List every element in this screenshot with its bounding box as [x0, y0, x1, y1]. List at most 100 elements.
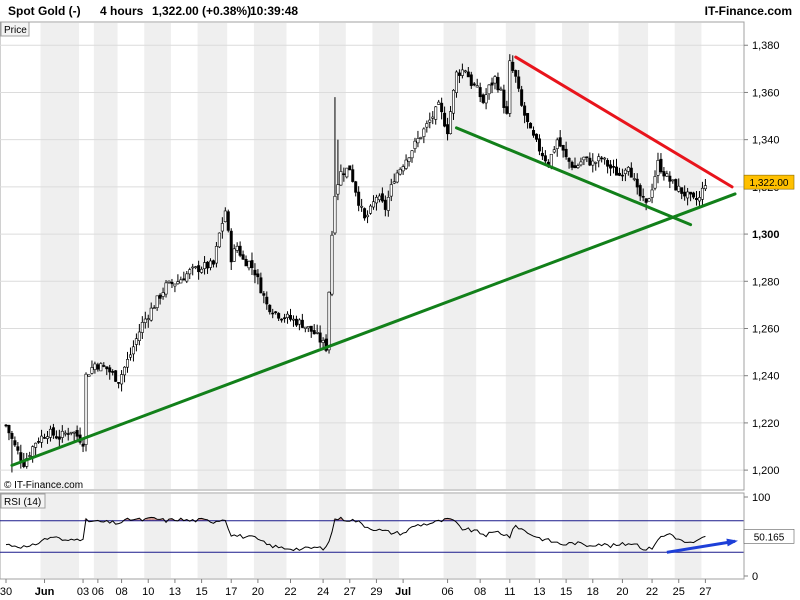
candle-body	[235, 245, 239, 251]
candle-body	[134, 338, 138, 345]
candle-body	[697, 197, 701, 202]
rsi-line	[5, 516, 706, 552]
candle-body	[194, 266, 198, 268]
candle-body	[460, 69, 464, 76]
candle-body	[472, 83, 476, 86]
grid-band	[562, 494, 589, 578]
candle-body	[478, 87, 482, 98]
candle-body	[54, 436, 58, 439]
candle-body	[93, 363, 97, 370]
candle-body	[552, 149, 556, 153]
candle-body	[31, 446, 35, 457]
candle-body	[451, 89, 455, 114]
candle-body	[57, 436, 61, 440]
rsi-grid-bands	[40, 494, 702, 578]
candle-body	[238, 245, 242, 256]
candle-body	[143, 318, 147, 323]
candle-body	[594, 162, 598, 164]
candle-body	[342, 173, 346, 176]
candle-body	[105, 366, 109, 370]
rsi-last-value-marker: 50.165	[743, 529, 795, 544]
candle-body	[496, 77, 500, 91]
x-tick-label: 22	[284, 586, 296, 598]
candle-body	[454, 71, 458, 93]
candle-body	[19, 452, 23, 461]
candle-body	[146, 318, 150, 320]
candle-body	[395, 172, 399, 183]
resistance-trendline	[514, 55, 734, 189]
candle-body	[537, 138, 541, 152]
rsi-overbought-segment	[195, 518, 199, 521]
x-tick-label: 10	[142, 586, 154, 598]
candle-body	[600, 157, 604, 160]
candle-body	[493, 76, 497, 84]
candle-body	[170, 281, 174, 285]
candle-body	[517, 76, 521, 89]
rsi-last-value-label: 50.165	[754, 532, 785, 543]
grid-band	[197, 23, 228, 489]
candle-body	[72, 431, 76, 434]
candle-body	[63, 432, 67, 435]
candle-body	[638, 185, 642, 197]
candle-body	[360, 205, 364, 208]
candle-body	[700, 187, 704, 200]
candle-body	[4, 424, 8, 427]
candle-body	[318, 332, 322, 343]
candle-body	[123, 366, 127, 376]
candle-body	[603, 157, 607, 160]
candle-body	[114, 370, 118, 382]
candle-body	[404, 159, 408, 169]
rsi-divergence-line	[666, 538, 738, 554]
price-tick-label: 1,380	[752, 40, 780, 52]
candle-body	[591, 160, 595, 166]
candle-body	[609, 164, 613, 169]
header-bar	[0, 0, 800, 21]
grid-band	[40, 23, 80, 489]
candle-body	[369, 205, 373, 214]
x-tick-label: 27	[699, 586, 711, 598]
rsi-axis: 050100 50.165	[743, 492, 795, 583]
x-tick-label: 06	[441, 586, 453, 598]
candle-body	[149, 307, 153, 321]
x-tick-label: 08	[115, 586, 127, 598]
brand-label: IT-Finance.com	[705, 4, 792, 18]
candle-body	[582, 156, 586, 161]
x-tick-label: 15	[195, 586, 207, 598]
candle-body	[484, 94, 488, 104]
price-tick-label: 1,280	[752, 276, 780, 288]
price-grid-lines	[0, 44, 744, 471]
candle-body	[84, 373, 88, 445]
x-tick-label: Jul	[395, 586, 411, 598]
candle-body	[644, 198, 648, 203]
rsi-panel: RSI (14)	[0, 492, 745, 580]
candle-body	[354, 181, 358, 193]
candle-body	[410, 150, 414, 159]
candle-body	[428, 119, 432, 123]
candle-body	[680, 187, 684, 194]
candle-body	[511, 61, 515, 71]
candle-body	[7, 425, 11, 434]
candle-body	[286, 313, 290, 318]
candle-body	[167, 280, 171, 283]
x-tick-label: 27	[344, 586, 356, 598]
candle-body	[671, 179, 675, 182]
candle-body	[437, 101, 441, 105]
candle-body	[534, 133, 538, 140]
candle-body	[60, 430, 64, 438]
grid-band	[618, 23, 649, 489]
price-tick-label: 1,300	[752, 229, 780, 241]
candle-body	[692, 192, 696, 198]
last-price-marker: 1,322.00	[743, 174, 795, 190]
x-tick-label: 20	[616, 586, 628, 598]
candle-body	[291, 318, 295, 321]
candle-body	[300, 319, 304, 328]
candle-body	[573, 165, 577, 169]
candle-body	[188, 269, 192, 275]
candle-body	[523, 105, 527, 116]
candle-body	[597, 156, 601, 162]
candle-body	[277, 313, 281, 319]
price-tick-label: 1,340	[752, 135, 780, 147]
candle-body	[641, 196, 645, 198]
candle-body	[659, 158, 663, 173]
candle-body	[446, 124, 450, 135]
